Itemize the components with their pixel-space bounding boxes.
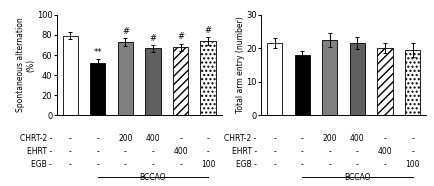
- Text: 100: 100: [201, 160, 215, 169]
- Text: -: -: [151, 160, 154, 169]
- Text: 400: 400: [145, 134, 160, 143]
- Bar: [322, 40, 337, 115]
- Bar: [404, 50, 419, 115]
- Text: -: -: [355, 147, 358, 156]
- Text: 200: 200: [322, 134, 336, 143]
- Text: EGB -: EGB -: [31, 160, 52, 169]
- Text: -: -: [151, 147, 154, 156]
- Text: -: -: [273, 160, 276, 169]
- Text: EGB -: EGB -: [235, 160, 256, 169]
- Text: CHRT-2 -: CHRT-2 -: [20, 134, 52, 143]
- Text: #: #: [177, 33, 184, 41]
- Text: 200: 200: [118, 134, 132, 143]
- Text: **: **: [93, 48, 102, 57]
- Text: BCCAO: BCCAO: [139, 173, 166, 182]
- Text: -: -: [69, 147, 72, 156]
- Bar: [173, 47, 187, 115]
- Bar: [377, 48, 391, 115]
- Text: -: -: [96, 147, 99, 156]
- Text: EHRT -: EHRT -: [27, 147, 52, 156]
- Text: -: -: [300, 147, 303, 156]
- Text: -: -: [69, 160, 72, 169]
- Bar: [349, 43, 364, 115]
- Text: -: -: [273, 147, 276, 156]
- Text: -: -: [206, 134, 209, 143]
- Text: -: -: [328, 160, 330, 169]
- Text: 100: 100: [404, 160, 419, 169]
- Bar: [145, 48, 160, 115]
- Text: -: -: [410, 134, 413, 143]
- Text: -: -: [96, 134, 99, 143]
- Text: -: -: [300, 134, 303, 143]
- Bar: [266, 43, 282, 115]
- Text: -: -: [179, 134, 181, 143]
- Text: 400: 400: [173, 147, 187, 156]
- Text: -: -: [206, 147, 209, 156]
- Bar: [118, 42, 133, 115]
- Text: CHRT-2 -: CHRT-2 -: [224, 134, 256, 143]
- Text: 400: 400: [349, 134, 364, 143]
- Bar: [90, 63, 105, 115]
- Y-axis label: Spontaneous alternation
(%): Spontaneous alternation (%): [16, 18, 35, 113]
- Text: -: -: [300, 160, 303, 169]
- Text: -: -: [273, 134, 276, 143]
- Text: -: -: [383, 134, 385, 143]
- Text: -: -: [124, 160, 126, 169]
- Text: -: -: [179, 160, 181, 169]
- Bar: [200, 41, 215, 115]
- Text: BCCAO: BCCAO: [343, 173, 370, 182]
- Text: 400: 400: [377, 147, 391, 156]
- Text: -: -: [410, 147, 413, 156]
- Text: -: -: [383, 160, 385, 169]
- Text: #: #: [122, 27, 128, 36]
- Text: -: -: [124, 147, 126, 156]
- Bar: [62, 36, 78, 115]
- Text: #: #: [204, 26, 211, 35]
- Text: -: -: [96, 160, 99, 169]
- Text: -: -: [69, 134, 72, 143]
- Text: EHRT -: EHRT -: [231, 147, 256, 156]
- Text: -: -: [355, 160, 358, 169]
- Y-axis label: Total arm entry (number): Total arm entry (number): [235, 17, 244, 113]
- Text: #: #: [149, 33, 156, 42]
- Text: -: -: [328, 147, 330, 156]
- Bar: [294, 55, 309, 115]
